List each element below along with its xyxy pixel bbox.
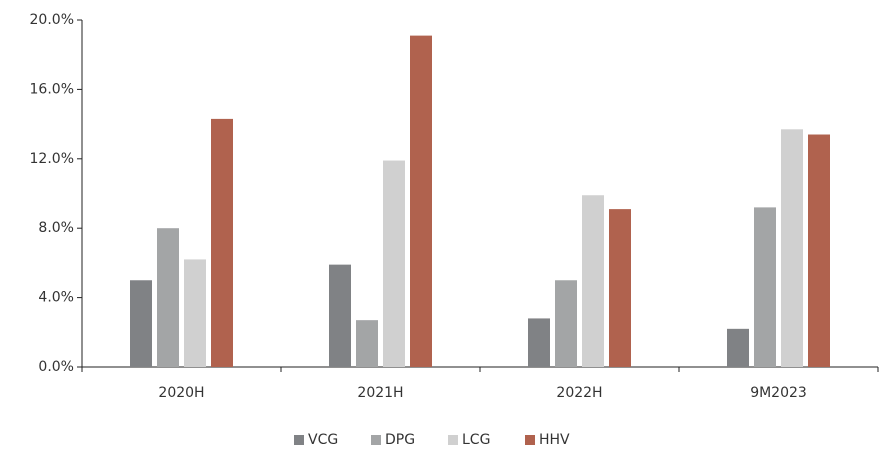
y-tick-label: 12.0% (30, 151, 74, 167)
x-tick-label: 2020H (158, 385, 204, 401)
bar (582, 195, 604, 367)
bar (609, 209, 631, 367)
legend-swatch (525, 435, 535, 445)
bar (211, 118, 233, 368)
x-tick-label: 9M2023 (750, 385, 807, 401)
legend-swatch (294, 435, 304, 445)
bar (130, 280, 152, 367)
legend-swatch (371, 435, 381, 445)
bar (808, 134, 830, 367)
legend-label: HHV (539, 432, 570, 448)
bar (781, 129, 803, 367)
bar (356, 320, 378, 367)
x-tick-label: 2021H (357, 385, 403, 401)
bar (383, 160, 405, 367)
legend-label: LCG (462, 432, 490, 448)
bar (528, 318, 550, 367)
bar (410, 35, 432, 368)
bar (184, 259, 206, 367)
bar (157, 228, 179, 367)
x-tick-label: 2022H (556, 385, 602, 401)
legend-swatch (448, 435, 458, 445)
legend-label: VCG (308, 432, 338, 448)
bar (555, 280, 577, 367)
y-tick-label: 16.0% (30, 81, 74, 97)
bar (754, 207, 776, 367)
y-tick-label: 0.0% (38, 359, 74, 375)
bar (329, 264, 351, 367)
bar (727, 328, 749, 367)
y-tick-label: 8.0% (38, 220, 74, 236)
y-tick-label: 4.0% (38, 290, 74, 306)
legend-label: DPG (385, 432, 415, 448)
y-tick-label: 20.0% (30, 12, 74, 28)
